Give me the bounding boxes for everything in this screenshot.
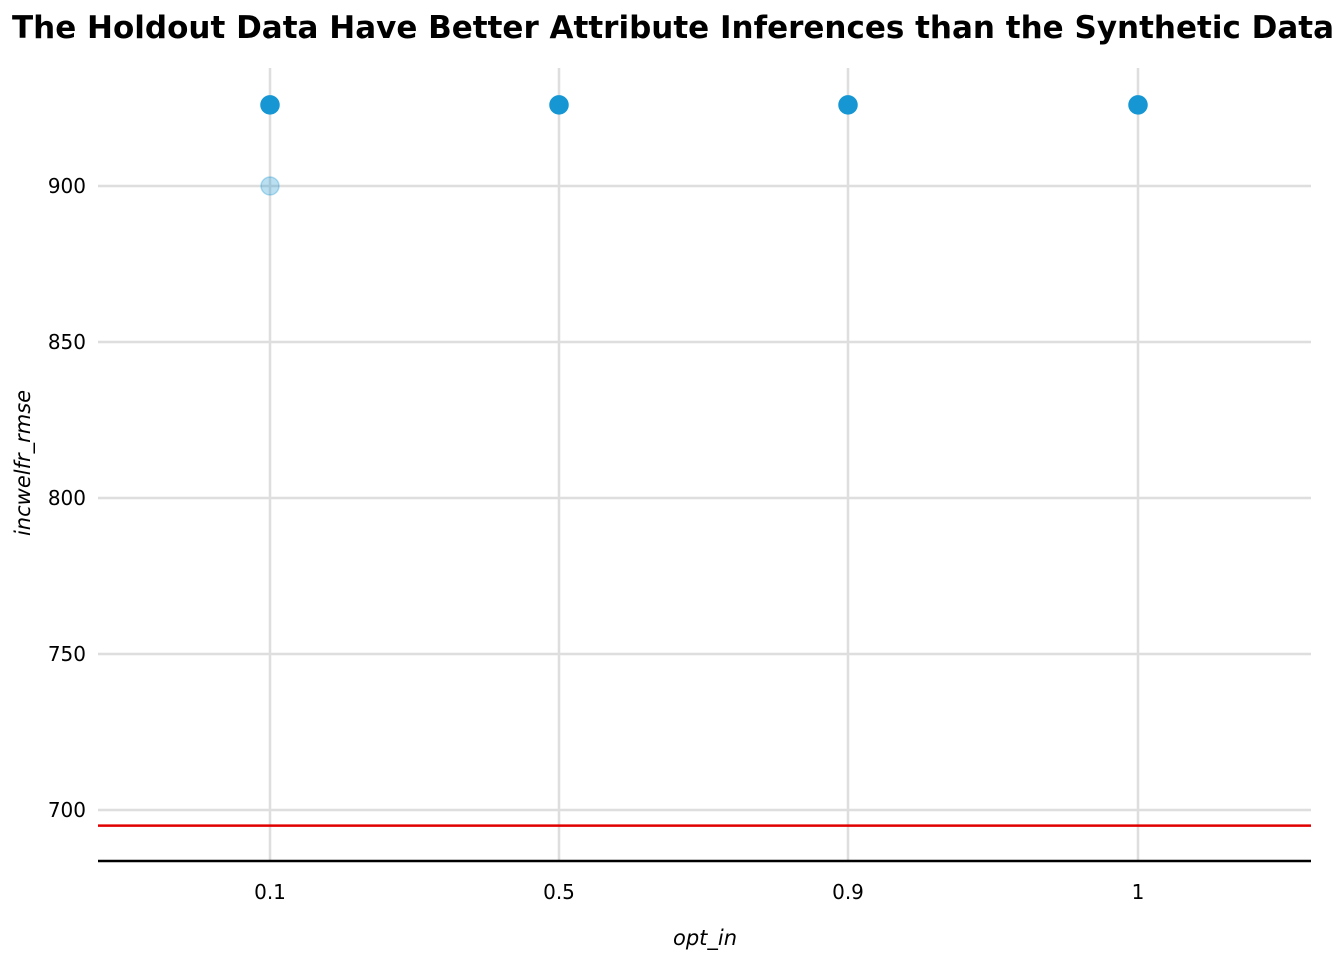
data-point	[549, 95, 569, 115]
data-point	[838, 95, 858, 115]
y-tick-label: 750	[48, 642, 86, 666]
y-axis-label: incwelfr_rmse	[11, 390, 36, 536]
x-tick-label: 0.9	[832, 880, 864, 904]
x-tick-label: 0.1	[254, 880, 286, 904]
data-points	[260, 95, 1148, 196]
y-tick-label: 700	[48, 798, 86, 822]
data-point	[1128, 95, 1148, 115]
y-tick-label: 800	[48, 486, 86, 510]
data-point	[260, 95, 280, 115]
x-tick-label: 1	[1132, 880, 1145, 904]
y-tick-label: 900	[48, 174, 86, 198]
grid-lines	[98, 68, 1311, 861]
y-tick-label: 850	[48, 330, 86, 354]
data-point	[260, 176, 280, 196]
chart-title: The Holdout Data Have Better Attribute I…	[12, 10, 1335, 46]
x-tick-label: 0.5	[543, 880, 575, 904]
x-axis-label: opt_in	[673, 926, 737, 951]
axes: 700 750 800 850 900 0.1 0.5 0.9 1	[48, 174, 1311, 904]
